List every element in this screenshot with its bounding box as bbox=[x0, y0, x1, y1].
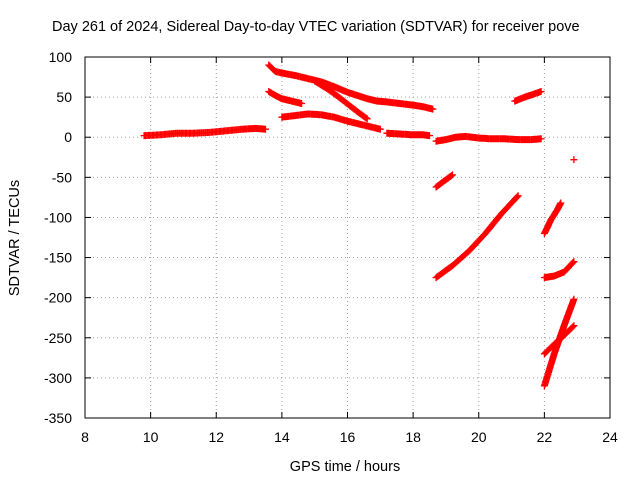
x-tick-label: 8 bbox=[81, 429, 89, 445]
x-tick-label: 22 bbox=[537, 429, 553, 445]
y-tick-label: -50 bbox=[52, 169, 72, 185]
marker-trail bbox=[432, 171, 456, 191]
data-points bbox=[140, 61, 578, 390]
series-arc-g bbox=[432, 132, 545, 145]
y-tick-label: 50 bbox=[56, 89, 72, 105]
y-tick-label: -100 bbox=[44, 209, 72, 225]
y-tick-label: 0 bbox=[64, 129, 72, 145]
x-axis-title: GPS time / hours bbox=[290, 459, 400, 475]
marker-trail bbox=[265, 61, 437, 113]
x-tick-label: 24 bbox=[602, 429, 618, 445]
chart-title: Day 261 of 2024, Sidereal Day-to-day VTE… bbox=[52, 19, 580, 35]
series-arc-i bbox=[432, 192, 522, 282]
marker-trail bbox=[383, 129, 433, 140]
x-tick-label: 12 bbox=[208, 429, 224, 445]
axis-ticks: 8 10 12 14 16 18 20 22 24 100 50 0 -50 -100 -150 -200 -2… bbox=[44, 49, 618, 445]
marker-trail bbox=[265, 88, 306, 107]
series-arc-b bbox=[265, 61, 437, 113]
marker-trail bbox=[570, 156, 578, 164]
x-tick-label: 10 bbox=[143, 429, 159, 445]
grid bbox=[85, 57, 610, 418]
marker-trail bbox=[140, 124, 269, 140]
y-tick-label: -250 bbox=[44, 330, 72, 346]
marker-trail bbox=[432, 192, 522, 282]
series-arc-e bbox=[311, 77, 371, 123]
series-outlier bbox=[570, 156, 578, 164]
y-axis-title: SDTVAR / TECUs bbox=[7, 180, 23, 296]
y-tick-label: 100 bbox=[49, 49, 73, 65]
series-arc-j bbox=[511, 88, 545, 105]
series-arc-f bbox=[383, 129, 433, 140]
marker-trail bbox=[278, 110, 384, 133]
series-arc-n bbox=[540, 322, 578, 358]
marker-trail bbox=[540, 199, 565, 237]
x-tick-label: 20 bbox=[471, 429, 487, 445]
y-tick-label: -300 bbox=[44, 370, 72, 386]
series-arc-l bbox=[540, 258, 578, 282]
series-arc-h bbox=[432, 171, 456, 191]
x-tick-label: 18 bbox=[405, 429, 421, 445]
marker-trail bbox=[540, 258, 578, 282]
series-arc-d bbox=[278, 110, 384, 133]
y-tick-label: -200 bbox=[44, 290, 72, 306]
marker-trail bbox=[540, 322, 578, 358]
marker-trail bbox=[511, 88, 545, 105]
series-arc-a bbox=[140, 124, 269, 140]
y-tick-label: -350 bbox=[44, 410, 72, 426]
series-arc-k bbox=[540, 199, 565, 237]
series-arc-c bbox=[265, 88, 306, 107]
marker-trail bbox=[311, 77, 371, 123]
x-tick-label: 16 bbox=[340, 429, 356, 445]
marker-trail bbox=[432, 132, 545, 145]
x-tick-label: 14 bbox=[274, 429, 290, 445]
y-tick-label: -150 bbox=[44, 250, 72, 266]
